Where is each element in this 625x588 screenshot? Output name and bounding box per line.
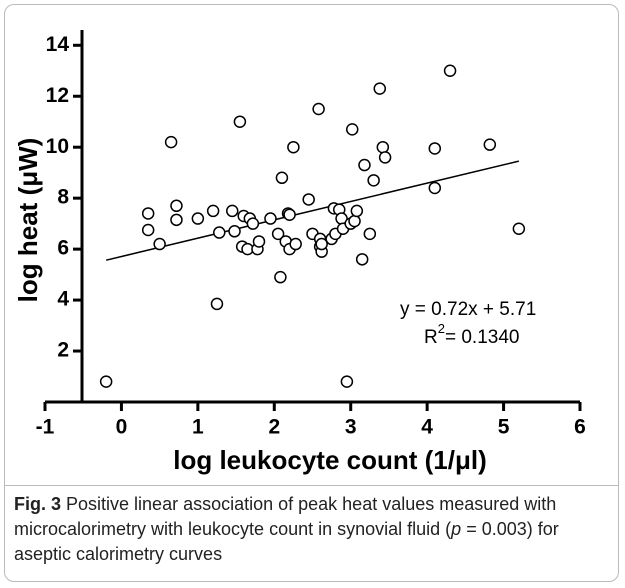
data-point [226, 204, 239, 218]
data-point [275, 171, 289, 185]
data-point [153, 237, 166, 251]
caption-label: Fig. 3 [14, 494, 62, 514]
x-tick-label: 1 [192, 416, 204, 439]
data-point [512, 222, 526, 235]
data-point [233, 115, 247, 128]
x-tick-label: 0 [116, 416, 128, 439]
y-tick-label: 8 [57, 186, 69, 209]
data-point [271, 227, 285, 241]
y-tick-label: 4 [57, 288, 69, 311]
caption-text: = 0.003) for aseptic calorimetry curves [14, 519, 559, 564]
data-point [213, 226, 226, 239]
data-point [428, 142, 442, 155]
data-point [228, 225, 241, 238]
data-point [206, 204, 220, 218]
x-axis-label: log leukocyte count (1/μl) [173, 445, 487, 475]
x-tick-label: 3 [345, 416, 357, 439]
r2-symbol: R [424, 327, 438, 348]
data-point [283, 208, 296, 221]
data-point [289, 237, 302, 251]
data-point [312, 102, 325, 116]
regression-line [105, 160, 520, 261]
y-axis-label: log heat (μW) [13, 138, 43, 303]
data-point [191, 212, 205, 225]
r2-value: = 0.1340 [445, 327, 520, 348]
data-point [99, 375, 113, 388]
caption-text: Positive linear association of peak heat… [14, 494, 557, 539]
y-tick-label: 12 [46, 84, 69, 107]
x-tick-label: -1 [36, 416, 55, 439]
data-point [141, 207, 155, 220]
divider [4, 485, 619, 486]
data-point [363, 227, 377, 241]
caption-italic: p [451, 519, 462, 539]
fit-r2: R2= 0.1340 [424, 321, 519, 348]
y-tick-label: 14 [46, 33, 70, 56]
data-point [443, 64, 457, 78]
y-tick-label: 2 [57, 339, 69, 362]
data-point [345, 123, 359, 136]
data-point [274, 270, 287, 284]
data-point [378, 151, 392, 164]
y-tick-label: 10 [46, 135, 69, 158]
x-tick-label: 4 [421, 416, 433, 439]
data-point [252, 235, 266, 248]
data-point [340, 375, 354, 388]
data-point [264, 212, 277, 225]
y-tick-label: 6 [57, 237, 69, 260]
data-point [315, 237, 328, 251]
caption: Fig. 3 Positive linear association of pe… [14, 492, 612, 567]
data-point [358, 158, 371, 172]
data-point [373, 82, 387, 95]
data-point [348, 214, 361, 228]
data-point [355, 253, 369, 266]
data-point [428, 181, 442, 195]
data-point [302, 193, 315, 206]
data-point [367, 174, 380, 187]
data-point [287, 140, 300, 154]
data-point [170, 199, 183, 213]
data-point [210, 297, 224, 311]
data-point [350, 204, 364, 218]
x-tick-label: 5 [498, 416, 510, 439]
x-tick-label: 2 [268, 416, 280, 439]
data-point [376, 140, 390, 154]
fit-equation: y = 0.72x + 5.71 [400, 299, 536, 320]
data-point [246, 217, 260, 230]
data-point [164, 135, 178, 149]
chart: log heat (μW) log leukocyte count (1/μl)… [13, 30, 586, 475]
figure-frame [4, 4, 619, 582]
data-point [170, 213, 183, 227]
data-point [483, 138, 497, 151]
data-point [141, 223, 155, 237]
x-tick-label: 6 [574, 416, 586, 439]
r2-superscript: 2 [438, 321, 445, 336]
